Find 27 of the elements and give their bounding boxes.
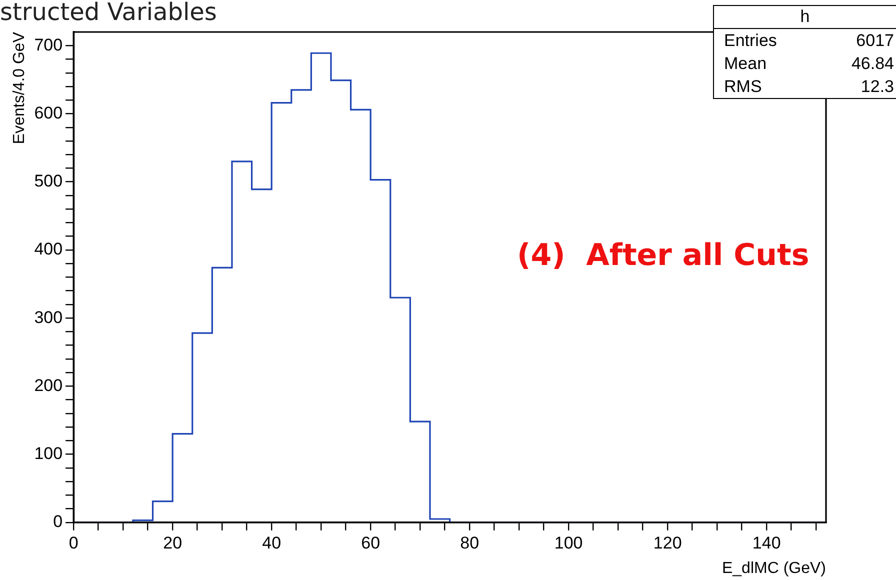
y-tick-label: 400 [34, 240, 63, 259]
x-tick-label: 100 [554, 533, 583, 552]
text: 46.84 [851, 53, 894, 75]
y-tick-label: 300 [34, 308, 63, 327]
x-tick-label: 60 [361, 533, 380, 552]
annotation: (4) After all Cuts [517, 238, 810, 273]
x-tick-label: 120 [653, 533, 682, 552]
x-axis-title: E_dlMC (GeV) [722, 560, 826, 577]
x-tick-label: 0 [68, 533, 78, 552]
y-tick-label: 500 [34, 172, 63, 191]
y-tick-label: 0 [53, 512, 63, 532]
annotation: RMS [724, 76, 762, 98]
text: h [714, 6, 896, 29]
text: 12.3 [860, 76, 894, 98]
x-tick-label: 140 [752, 533, 781, 552]
x-tick-label: 40 [262, 533, 282, 552]
annotation: Mean [724, 53, 767, 75]
y-tick-label: 700 [34, 35, 63, 54]
y-tick-label: 100 [34, 444, 63, 463]
x-tick-label: 80 [460, 533, 480, 552]
chart-title: structed Variables [0, 0, 217, 26]
text: 6017 [856, 30, 894, 52]
annotation: Entries [724, 30, 777, 52]
y-tick-label: 600 [34, 103, 63, 122]
y-axis-title: Events/4.0 GeV [11, 32, 28, 144]
x-tick-label: 20 [163, 533, 182, 552]
y-tick-label: 200 [34, 376, 63, 395]
